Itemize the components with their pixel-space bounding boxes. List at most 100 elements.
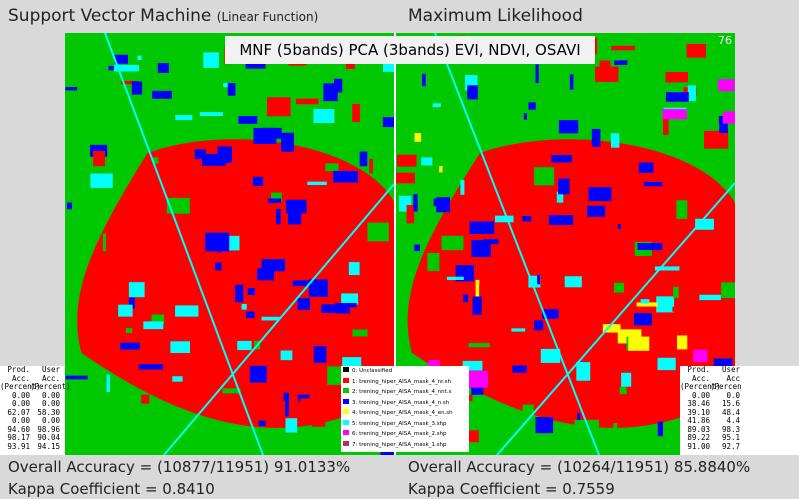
map-patch — [666, 92, 689, 101]
column-header: Prod. Acc. — [0, 366, 30, 383]
map-patch — [463, 294, 468, 302]
column-header: User Acc. — [30, 366, 60, 383]
map-patch — [576, 386, 599, 404]
map-patch — [228, 83, 236, 96]
map-patch — [442, 236, 464, 250]
map-patch — [471, 240, 490, 257]
map-patch — [129, 282, 145, 297]
legend-label: 3: trening_hiper_AISA_mask_4_n.sh — [352, 400, 449, 406]
map-patch — [536, 417, 554, 433]
map-patch — [534, 167, 554, 185]
map-patch — [67, 203, 72, 210]
map-patch — [346, 79, 367, 83]
map-patch — [237, 341, 251, 350]
table-cell: 92.7 — [710, 443, 740, 452]
map-patch — [395, 333, 407, 339]
map-patch — [582, 299, 605, 305]
left-subtitle: (Linear Function) — [217, 10, 319, 24]
table-column: Prod. Acc.(Percent)0.0038.4639.1041.8689… — [680, 366, 710, 451]
legend-entry: 5: trening_hiper_AISA_mask_3.shp — [341, 419, 469, 430]
map-patch — [118, 305, 132, 317]
map-patch — [200, 112, 223, 116]
map-patch — [638, 374, 650, 389]
map-patch — [325, 163, 338, 171]
map-patch — [194, 291, 198, 299]
map-patch — [236, 215, 258, 227]
map-patch — [103, 234, 106, 252]
map-patch — [644, 182, 662, 186]
legend-swatch — [343, 409, 349, 414]
map-patch — [153, 37, 161, 41]
left-kappa: Kappa Coefficient = 0.8410 — [8, 480, 215, 498]
map-patch — [641, 299, 650, 303]
map-patch — [248, 288, 255, 295]
map-patch — [436, 197, 450, 212]
right-title: Maximum Likelihood — [408, 6, 583, 26]
map-patch — [111, 220, 127, 225]
map-patch — [175, 305, 198, 316]
map-patch — [570, 74, 574, 89]
map-patch — [699, 295, 721, 300]
map-patch — [259, 421, 266, 426]
map-patch — [132, 82, 142, 95]
legend-swatch — [343, 378, 349, 383]
map-patch — [285, 399, 289, 416]
map-patch — [223, 83, 227, 87]
map-patch — [170, 341, 190, 353]
map-patch — [536, 64, 539, 83]
map-patch — [414, 133, 421, 142]
legend-swatch — [343, 399, 349, 404]
map-patch — [534, 320, 543, 330]
map-patch — [470, 221, 495, 234]
map-patch — [693, 350, 707, 362]
legend-label: 5: trening_hiper_AISA_mask_3.shp — [352, 421, 447, 427]
map-patch — [676, 200, 687, 219]
map-patch — [321, 304, 337, 313]
legend-label: 2: trening_hiper_AISA_mask_4_nnt.s — [352, 389, 451, 395]
map-patch — [158, 63, 169, 73]
map-patch — [421, 157, 432, 165]
map-patch — [634, 313, 652, 325]
map-patch — [288, 206, 301, 225]
map-patch — [672, 307, 675, 312]
map-patch — [511, 328, 525, 331]
map-patch — [301, 398, 317, 416]
map-patch — [350, 307, 368, 323]
map-patch — [395, 173, 415, 184]
map-patch — [93, 151, 105, 166]
map-patch — [152, 91, 172, 99]
map-patch — [559, 120, 578, 133]
table-cell: 93.91 — [0, 443, 30, 452]
legend-label: 0: Unclassified — [352, 368, 392, 374]
map-patch — [353, 330, 368, 337]
map-patch — [414, 245, 420, 252]
map-patch — [66, 376, 88, 380]
map-patch — [447, 277, 464, 280]
map-patch — [412, 215, 428, 228]
map-patch — [620, 387, 627, 394]
map-patch — [611, 46, 635, 50]
map-patch — [235, 285, 243, 303]
map-patch — [592, 129, 601, 147]
map-patch — [268, 198, 281, 203]
map-patch — [621, 373, 631, 387]
table-column: Prod. Acc.(Percent)0.000.0062.070.0094.6… — [0, 366, 30, 451]
map-patch — [90, 174, 112, 188]
map-patch — [628, 337, 649, 351]
map-patch — [284, 393, 290, 401]
map-patch — [460, 180, 464, 195]
map-patch — [407, 205, 415, 223]
map-patch — [512, 365, 526, 372]
map-patch — [439, 166, 442, 172]
map-patch — [479, 285, 490, 296]
table-cell: 91.00 — [680, 443, 710, 452]
map-patch — [371, 356, 379, 363]
map-patch — [688, 85, 696, 101]
map-patch — [383, 64, 395, 72]
map-patch — [253, 128, 276, 144]
map-patch — [349, 262, 360, 275]
legend-label: 7: trening_hiper_AISA_mask_1.shp — [352, 442, 447, 448]
map-patch — [172, 330, 184, 336]
map-patch — [218, 241, 221, 253]
map-patch — [267, 266, 280, 269]
